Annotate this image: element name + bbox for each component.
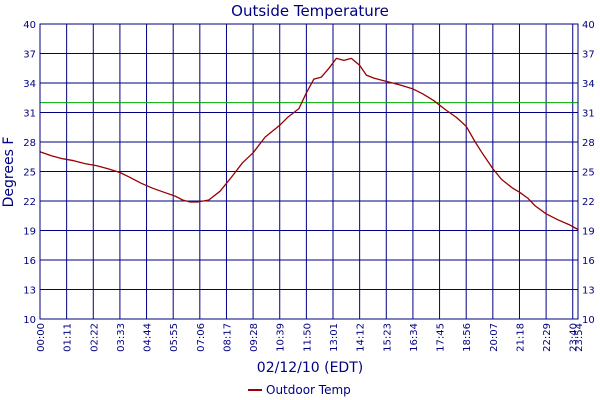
y-tick-label-left: 19 [23,227,36,238]
y-tick-label-left: 37 [23,50,36,61]
y-tick-label-right: 31 [582,109,595,120]
plot-frame [39,23,579,320]
x-tick-label: 09:28 [249,323,260,352]
x-tick-label: 07:06 [196,323,207,352]
y-tick-label-left: 25 [23,168,36,179]
x-tick-label: 20:07 [489,323,500,352]
y-tick-label-left: 13 [23,286,36,297]
x-tick-label: 21:18 [515,323,526,352]
x-tick-label: 23:54 [574,323,585,352]
y-tick-label-right: 40 [582,20,595,31]
x-tick-label: 11:50 [302,323,313,352]
y-tick-label-left: 22 [23,197,36,208]
x-tick-label: 16:34 [409,323,420,352]
y-tick-label-left: 28 [23,138,36,149]
y-axis-label: Degrees F [1,137,17,208]
y-tick-labels-right: 10 13 16 19 22 25 28 31 34 37 40 [582,20,595,326]
x-tick-label: 22:29 [542,323,553,352]
y-tick-label-left: 40 [23,20,36,31]
y-tick-label-right: 22 [582,197,595,208]
x-tick-label: 15:23 [382,323,393,352]
y-tick-label-right: 34 [582,79,595,90]
y-tick-label-right: 19 [582,227,595,238]
x-tick-label: 04:44 [143,323,154,352]
x-tick-label: 03:33 [116,323,127,352]
x-tick-label: 08:17 [222,323,233,352]
x-tick-label: 00:00 [36,323,47,352]
x-tick-label: 10:39 [276,323,287,352]
y-tick-label-left: 10 [23,315,36,326]
y-tick-label-left: 34 [23,79,36,90]
x-tick-label: 17:45 [436,323,447,352]
x-tick-label: 14:12 [356,323,367,352]
y-tick-label-right: 16 [582,256,595,267]
x-tick-label: 18:56 [462,323,473,352]
legend: Outdoor Temp [248,383,351,397]
series-line-outdoor-temp [39,57,579,231]
x-tick-labels: 00:00 01:11 02:22 03:33 04:44 05:55 07:06 08:17… [36,323,585,352]
y-tick-label-left: 31 [23,109,36,120]
series-group [39,57,579,231]
x-axis-label: 02/12/10 (EDT) [257,360,363,376]
chart-title: Outside Temperature [231,2,389,20]
y-tick-label-left: 16 [23,256,36,267]
x-tick-label: 02:22 [89,323,100,352]
x-tick-label: 01:11 [63,323,74,352]
x-tick-label: 05:55 [169,323,180,352]
y-tick-label-right: 28 [582,138,595,149]
y-tick-label-right: 13 [582,286,595,297]
y-tick-labels-left: 10 13 16 19 22 25 28 31 34 37 40 [23,20,36,326]
legend-label: Outdoor Temp [266,383,351,397]
x-tick-label: 13:01 [329,323,340,352]
x-tick-label: 23:40 [569,323,580,352]
y-tick-label-right: 25 [582,168,595,179]
y-tick-label-right: 10 [582,315,595,326]
y-tick-label-right: 37 [582,50,595,61]
